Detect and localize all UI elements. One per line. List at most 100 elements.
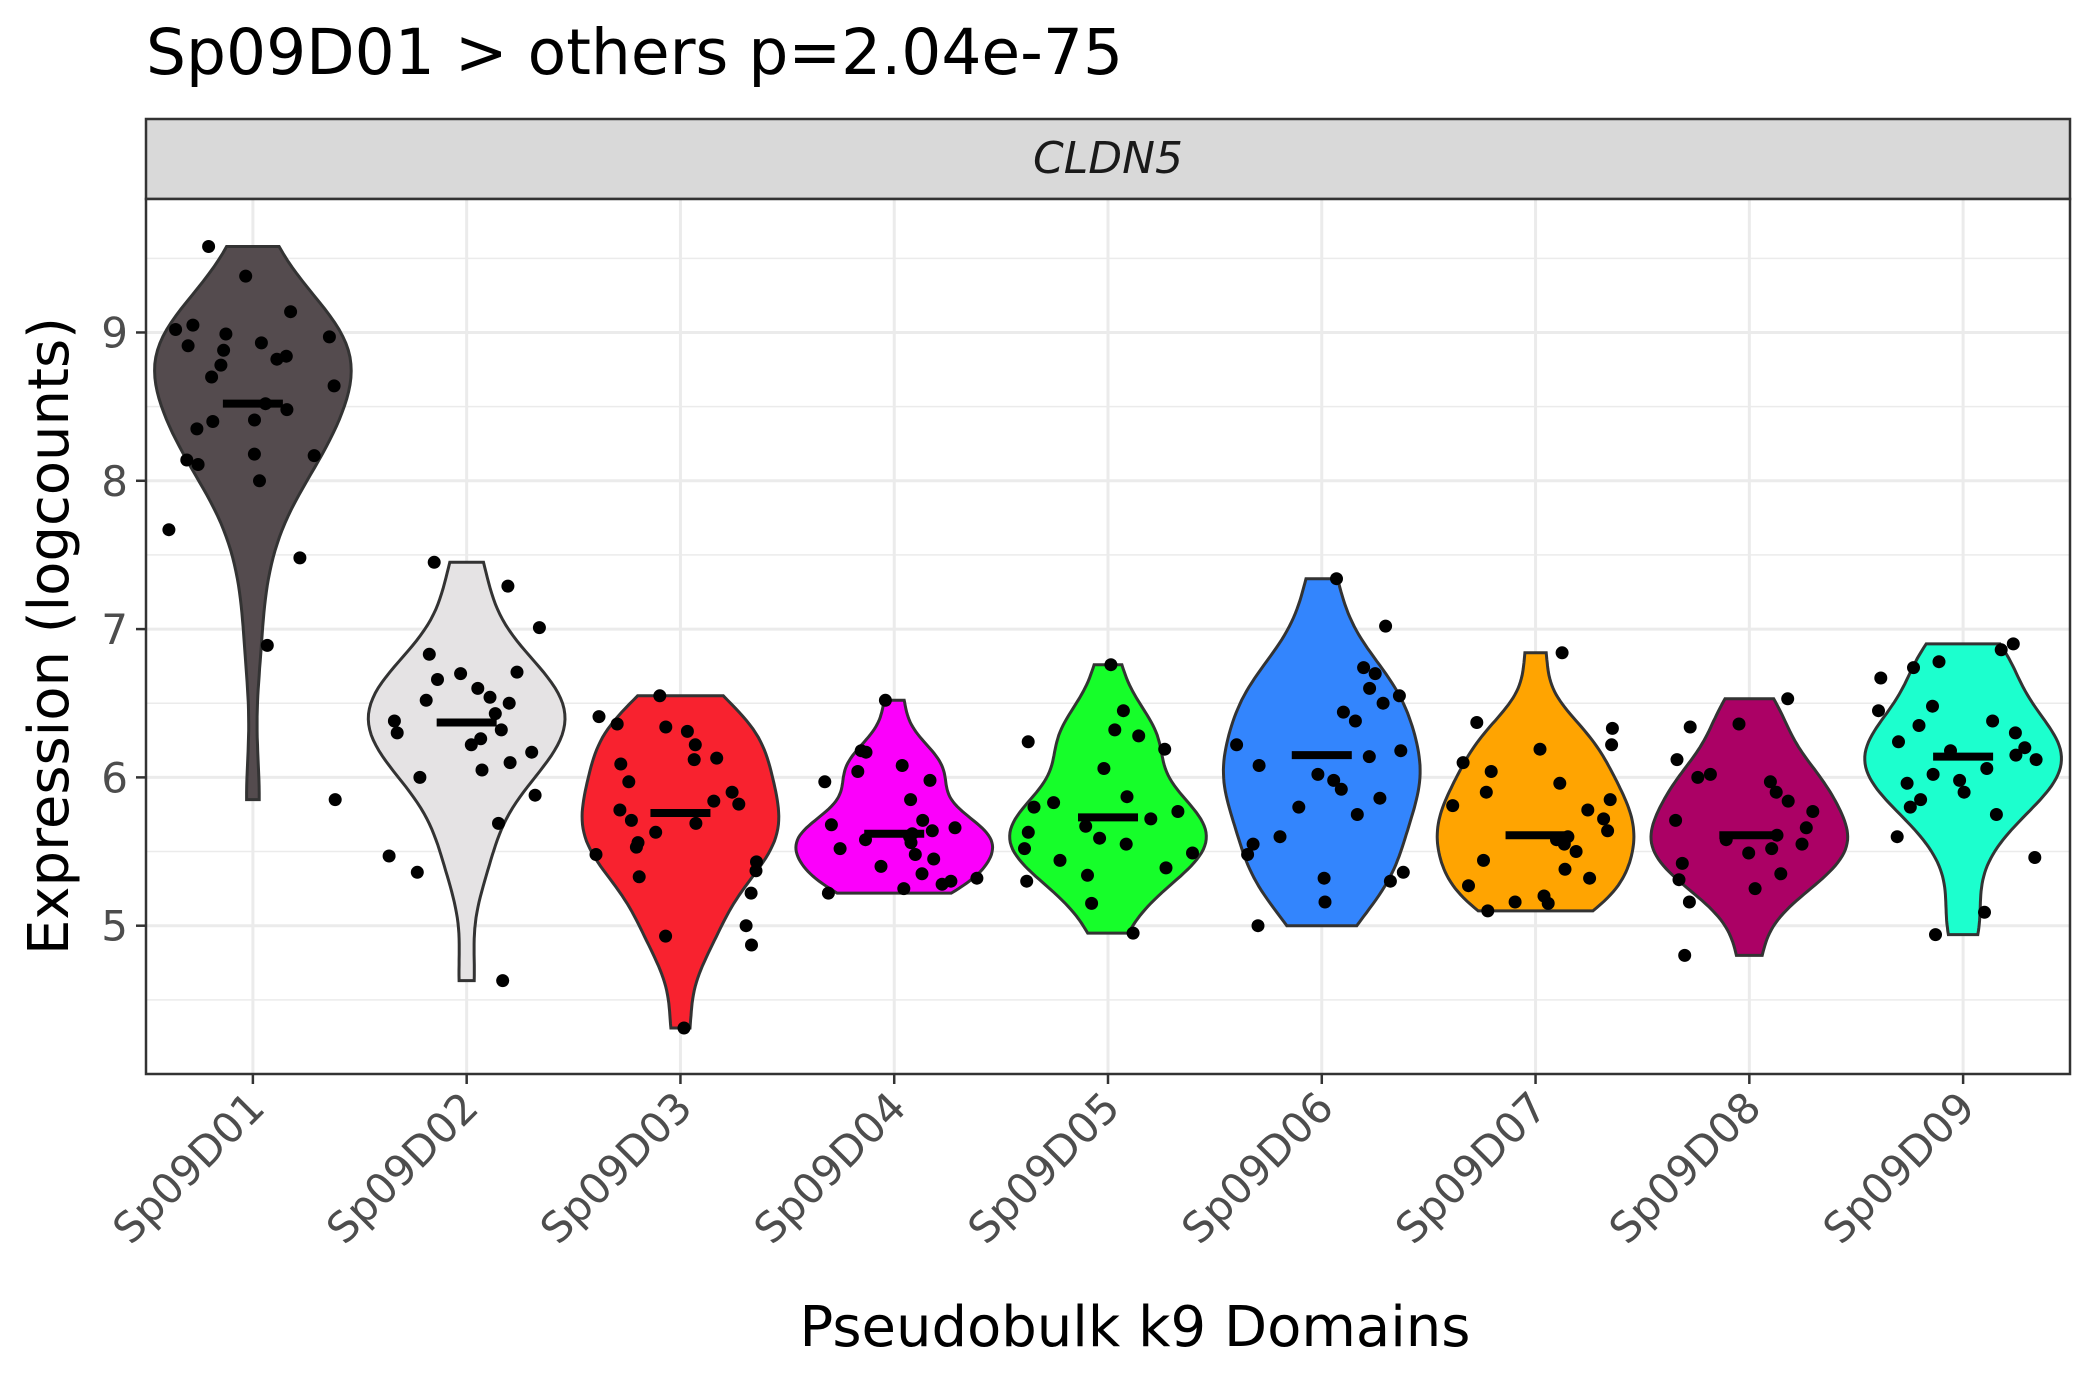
data-point [749,864,763,878]
data-point [1379,619,1393,633]
data-point [1732,717,1746,731]
data-point [1601,824,1615,838]
data-point [190,422,204,436]
data-point [1929,928,1942,942]
data-point [622,775,636,789]
data-point [659,929,673,943]
data-point [1912,719,1926,732]
data-point [270,352,284,366]
data-point [1669,813,1683,827]
data-point [1907,661,1920,675]
data-point [2029,753,2043,767]
data-point [1986,714,2000,728]
data-point [1047,796,1061,810]
data-point [1781,692,1795,706]
y-axis-title: Expression (logcounts) [17,317,82,955]
x-axis: Sp09D01 Sp09D02 Sp09D03 Sp09D04 Sp09D05 Sp09D… [103,1074,1984,1253]
data-point [1670,753,1684,767]
data-point [1373,791,1387,805]
data-point [874,859,888,873]
data-point [878,693,892,707]
data-point [2028,851,2042,864]
data-point [1362,750,1376,764]
data-point [1890,830,1904,844]
data-point [1104,658,1118,672]
data-point [1926,767,1940,781]
data-point [1900,776,1914,790]
data-point [653,689,667,703]
data-point [744,886,758,900]
violin-Sp09D01 [153,245,353,802]
data-point [322,330,336,344]
data-point [1252,759,1266,772]
data-point [680,724,694,738]
data-point [915,867,929,881]
data-point [454,667,468,681]
data-point [307,449,321,463]
data-point [1763,775,1777,789]
data-point [1318,895,1332,909]
data-point [239,269,253,283]
data-point [632,870,646,884]
data-point [1446,799,1460,813]
data-point [1158,742,1172,756]
data-point [1317,871,1331,885]
data-point [897,882,911,896]
data-point [528,788,542,802]
data-point [689,816,703,830]
data-point [431,673,444,686]
violin-Sp09D08 [1649,697,1850,957]
data-point [503,756,517,770]
data-point [1903,800,1917,814]
data-point [1748,882,1762,896]
x-tick-label: Sp09D06 [1172,1082,1343,1253]
data-point [1132,729,1146,743]
data-point [1581,803,1595,817]
violin-Sp09D07 [1435,651,1636,913]
data-point [610,717,624,731]
data-point [2018,741,2032,755]
data-point [1348,714,1362,728]
y-tick-label: 7 [101,605,128,654]
data-point [1558,862,1572,876]
data-point [2006,637,2020,651]
data-point [1980,762,1994,775]
data-point [413,770,427,784]
data-point [248,413,261,427]
x-tick-label: Sp09D03 [531,1082,702,1253]
data-point [818,775,832,789]
data-point [1569,845,1583,858]
data-point [948,821,962,835]
data-point [649,825,663,839]
data-point [659,720,673,734]
data-point [1081,868,1094,882]
data-point [1481,904,1495,918]
data-point [1383,874,1397,888]
data-point [1363,681,1377,695]
data-point [1742,846,1756,860]
data-point [474,732,488,746]
data-point [186,318,200,332]
data-point [1874,671,1888,685]
data-point [1456,756,1470,770]
data-point [824,818,838,832]
data-point [1246,837,1260,851]
data-point [908,848,922,861]
median-bars [222,399,1994,840]
chart-title: Sp09D01 > others p=2.04e-75 [146,16,1123,89]
data-point [502,696,516,710]
data-point [1119,837,1133,851]
data-point [1553,776,1567,790]
data-point [904,793,918,807]
data-point [1583,871,1597,885]
data-point [501,579,515,593]
data-point [382,849,396,863]
data-point [1186,846,1199,860]
data-point [1806,805,1820,818]
data-point [1027,800,1041,814]
data-point [1672,873,1686,887]
data-point [1603,793,1617,807]
data-point [1368,667,1382,681]
x-tick-label: Sp09D01 [103,1082,274,1253]
data-point [510,665,524,679]
